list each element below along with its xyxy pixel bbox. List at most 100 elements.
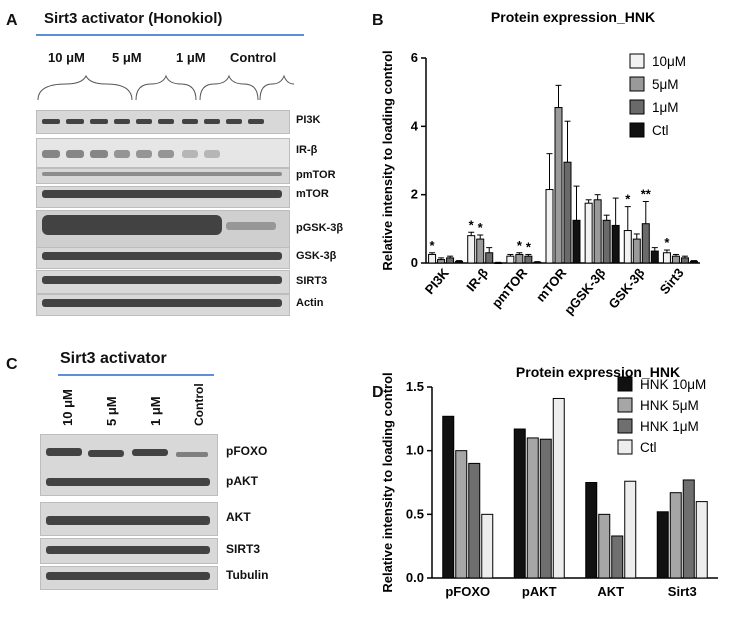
- blot-label: pmTOR: [296, 169, 336, 181]
- group-label: 1 μM: [176, 50, 206, 65]
- x-tick-label: pmTOR: [489, 265, 531, 311]
- significance-marker: *: [517, 238, 523, 253]
- bar: [695, 501, 708, 579]
- panel-b-letter: B: [372, 12, 384, 29]
- bar: [585, 482, 598, 579]
- blot-label: SIRT3: [296, 275, 328, 287]
- bar: [624, 480, 637, 579]
- blot-label: Tubulin: [226, 568, 269, 582]
- group-label: 5 μM: [112, 50, 142, 65]
- blot-label: pFOXO: [226, 444, 268, 458]
- group-brace: [37, 74, 133, 101]
- bar: [552, 397, 565, 579]
- bar: [554, 107, 563, 264]
- bar: [476, 238, 485, 264]
- x-tick-label: PI3K: [422, 265, 452, 297]
- bar: [662, 252, 671, 264]
- bar: [506, 255, 515, 264]
- blot-label: GSK-3β: [296, 250, 337, 262]
- lane-label: 5 μM: [104, 396, 119, 426]
- blot-label: mTOR: [296, 188, 329, 200]
- bar: [545, 189, 554, 264]
- bar: [513, 428, 526, 579]
- bar: [515, 253, 524, 264]
- bar: [446, 257, 455, 264]
- panel-c-title-underline: [58, 374, 214, 376]
- y-tick-label: 0: [411, 255, 418, 270]
- panel-d-letter: D: [372, 384, 384, 401]
- legend-swatch: [617, 418, 633, 434]
- panel-a-letter: A: [6, 12, 18, 29]
- bar: [533, 261, 542, 264]
- legend-label: Ctl: [640, 440, 657, 455]
- bar: [584, 202, 593, 264]
- legend-swatch: [617, 376, 633, 392]
- y-tick-label: 2: [411, 187, 418, 202]
- chart-title: Protein expression_HNK: [491, 9, 655, 25]
- group-brace: [259, 74, 295, 101]
- bar: [524, 255, 533, 264]
- panel-c-title: Sirt3 activator: [60, 350, 167, 367]
- bar: [455, 260, 464, 264]
- bar: [467, 235, 476, 264]
- panel-a-title-underline: [36, 34, 304, 36]
- legend-label: HNK 10μM: [640, 377, 706, 392]
- bar: [494, 262, 503, 264]
- significance-marker: *: [664, 235, 670, 250]
- bar: [598, 513, 611, 579]
- bar: [437, 259, 446, 264]
- legend-swatch: [617, 439, 633, 455]
- bar: [671, 255, 680, 264]
- group-label: Control: [230, 50, 277, 65]
- bar: [539, 438, 552, 579]
- legend-label: Ctl: [652, 123, 669, 138]
- group-brace: [199, 74, 259, 101]
- bar: [632, 238, 641, 264]
- x-tick-label: pAKT: [522, 584, 557, 599]
- blot-label: pAKT: [226, 474, 258, 488]
- x-tick-label: Sirt3: [668, 584, 697, 599]
- blot-label: pGSK-3β: [296, 222, 344, 234]
- bar: [641, 223, 650, 264]
- bar: [428, 253, 437, 264]
- legend-label: 5μM: [652, 77, 679, 92]
- y-tick-label: 6: [411, 50, 418, 65]
- y-axis-label: Relative intensity to loading control: [380, 50, 395, 270]
- blot-label: SIRT3: [226, 542, 261, 556]
- blot-label: Actin: [296, 297, 324, 309]
- x-tick-label: AKT: [597, 584, 624, 599]
- bar: [485, 252, 494, 264]
- group-label: 10 μM: [48, 50, 85, 65]
- chart-b: Protein expression_HNK Relative intensity…: [380, 9, 700, 318]
- blot-label: IR-β: [296, 144, 318, 156]
- lane-label: 1 μM: [148, 396, 163, 426]
- y-axis-label: Relative intensity to loading control: [380, 372, 395, 592]
- x-tick-label: GSK-3β: [605, 265, 647, 311]
- blot-label: AKT: [226, 510, 251, 524]
- significance-marker: *: [478, 220, 484, 235]
- blot-bands-a: [42, 119, 282, 307]
- bar: [611, 224, 620, 264]
- bar: [442, 415, 455, 579]
- panel-a-title: Sirt3 activator (Honokiol): [44, 10, 223, 27]
- x-tick-label: mTOR: [533, 265, 570, 305]
- bar: [656, 511, 669, 579]
- legend-swatch: [629, 99, 645, 115]
- bar: [526, 437, 539, 579]
- bar: [669, 492, 682, 579]
- chart-title: Protein expression_HNK: [516, 364, 680, 380]
- bar: [680, 257, 689, 264]
- legend-swatch: [617, 397, 633, 413]
- x-tick-label: pFOXO: [445, 584, 490, 599]
- bar: [468, 462, 481, 579]
- bar: [682, 479, 695, 579]
- y-tick-label: 0.0: [406, 570, 424, 585]
- blot-label: PI3K: [296, 114, 321, 126]
- group-braces: [37, 74, 295, 101]
- significance-marker: *: [625, 192, 631, 207]
- bar: [572, 219, 581, 264]
- bar: [563, 161, 572, 264]
- y-tick-label: 0.5: [406, 506, 424, 521]
- chart-d: Protein expression_HNK Relative intensity…: [380, 364, 718, 599]
- bar: [455, 450, 468, 579]
